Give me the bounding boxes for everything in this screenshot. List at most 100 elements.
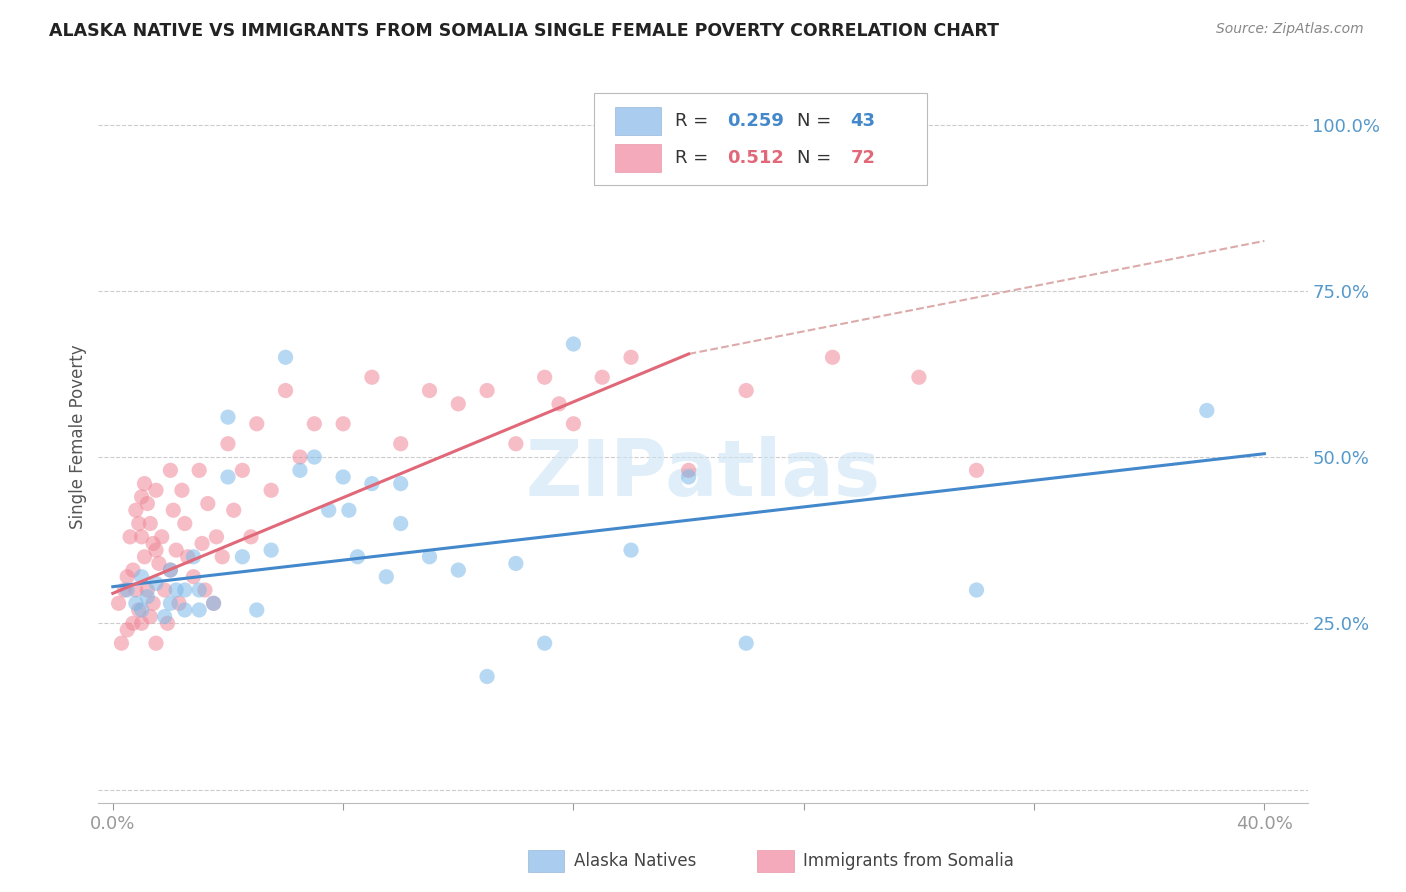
Point [145,483,167,498]
Point [128,603,150,617]
Point [150,530,173,544]
Text: N =: N = [797,112,838,130]
Point [173,516,195,531]
Point [332,417,354,431]
Point [562,417,585,431]
Point [346,549,368,564]
FancyBboxPatch shape [614,107,661,135]
Point [134,476,156,491]
Point [167,596,190,610]
Point [142,596,165,610]
Text: 0.512: 0.512 [727,149,785,167]
Point [260,543,283,558]
Point [678,470,700,484]
FancyBboxPatch shape [527,850,564,872]
Point [165,543,187,558]
Point [418,384,440,398]
Point [173,603,195,617]
Point [139,516,162,531]
Point [125,596,148,610]
Point [475,384,498,398]
Point [165,582,187,597]
Point [966,463,988,477]
Point [131,490,153,504]
Point [505,557,527,571]
Text: 43: 43 [851,112,876,130]
Point [139,609,162,624]
Point [191,536,214,550]
Point [176,549,198,564]
Point [304,417,326,431]
Point [115,623,138,637]
Point [274,351,297,365]
Point [217,436,239,450]
Point [908,370,931,384]
Point [122,563,145,577]
Point [591,370,613,384]
Point [107,596,129,610]
Point [288,450,311,464]
Point [211,549,233,564]
Point [735,636,758,650]
Point [145,636,167,650]
Point [231,463,253,477]
Point [389,516,412,531]
Point [142,536,165,550]
Point [183,549,205,564]
Text: ZIPatlas: ZIPatlas [526,435,880,512]
Point [136,497,159,511]
Point [188,582,211,597]
Point [159,563,181,577]
Point [418,549,440,564]
Point [131,603,153,617]
Point [505,436,527,450]
FancyBboxPatch shape [595,94,927,185]
Text: R =: R = [675,112,714,130]
Point [188,463,211,477]
Point [183,570,205,584]
Point [173,582,195,597]
Point [134,549,156,564]
Point [115,570,138,584]
Point [548,397,571,411]
Point [533,370,555,384]
Text: R =: R = [675,149,714,167]
Point [128,516,150,531]
Point [112,582,135,597]
Point [361,370,384,384]
FancyBboxPatch shape [758,850,794,872]
Point [205,530,228,544]
Point [231,549,253,564]
Text: N =: N = [797,149,838,167]
Point [122,616,145,631]
Point [620,351,643,365]
Point [131,530,153,544]
Point [202,596,225,610]
Point [288,463,311,477]
Point [562,337,585,351]
FancyBboxPatch shape [614,144,661,171]
Text: 72: 72 [851,149,876,167]
Point [966,582,988,597]
Point [318,503,340,517]
Point [188,603,211,617]
Point [735,384,758,398]
Point [217,470,239,484]
Point [821,351,844,365]
Point [153,609,176,624]
Y-axis label: Single Female Poverty: Single Female Poverty [69,345,87,529]
Point [145,543,167,558]
Point [145,576,167,591]
Point [156,616,179,631]
Point [217,410,239,425]
Point [389,436,412,450]
Text: Source: ZipAtlas.com: Source: ZipAtlas.com [1216,22,1364,37]
Point [375,570,398,584]
Text: 0.259: 0.259 [727,112,785,130]
Point [332,470,354,484]
Point [246,417,269,431]
Point [159,463,181,477]
Point [170,483,193,498]
Point [389,476,412,491]
Point [197,497,219,511]
